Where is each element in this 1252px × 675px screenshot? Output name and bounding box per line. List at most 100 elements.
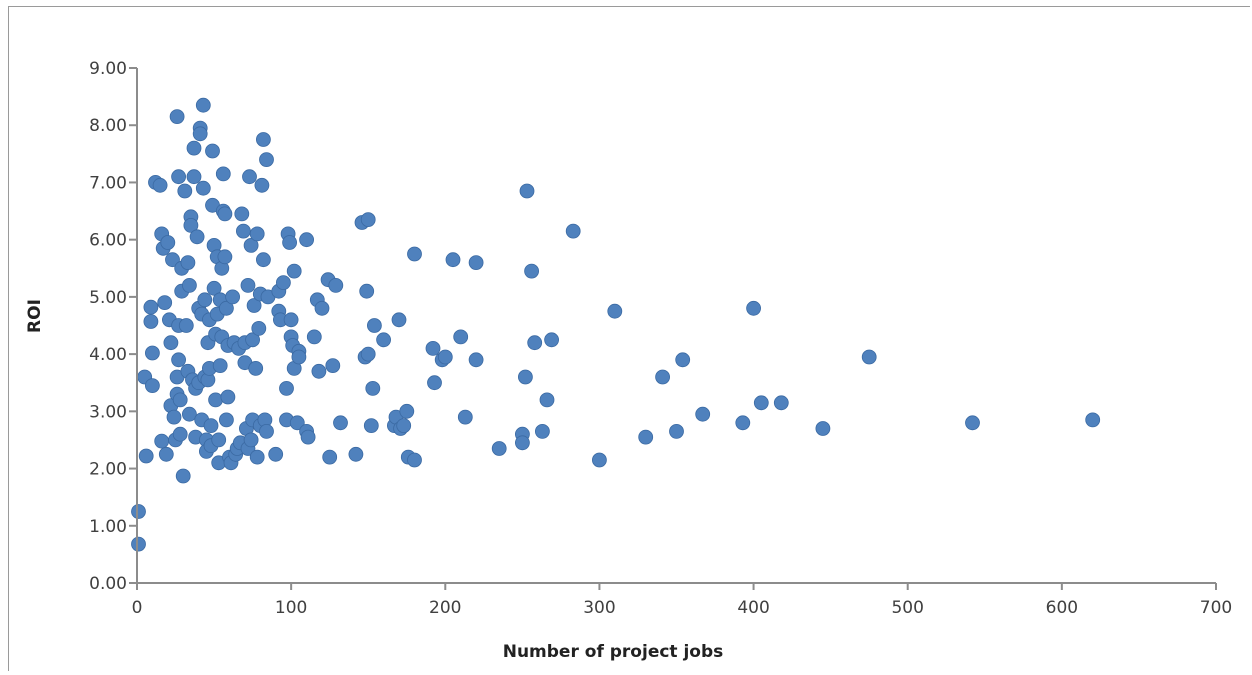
scatter-point bbox=[172, 426, 188, 442]
scatter-point bbox=[655, 369, 670, 385]
scatter-point bbox=[1085, 412, 1101, 428]
scatter-point bbox=[396, 418, 412, 434]
scatter-point bbox=[437, 349, 453, 365]
scatter-point bbox=[314, 300, 330, 316]
scatter-point bbox=[218, 412, 234, 428]
scatter-point bbox=[144, 345, 160, 361]
x-tick-label: 200 bbox=[429, 598, 461, 618]
scatter-point bbox=[360, 212, 376, 228]
scatter-point bbox=[515, 435, 530, 451]
x-tick-label: 100 bbox=[275, 598, 307, 618]
scatter-point bbox=[175, 468, 191, 484]
scatter-point bbox=[445, 252, 461, 268]
scatter-point bbox=[195, 180, 211, 196]
scatter-point bbox=[407, 452, 422, 468]
scatter-point bbox=[753, 395, 769, 411]
scatter-point bbox=[275, 275, 291, 291]
scatter-point bbox=[163, 335, 179, 351]
scatter-point bbox=[208, 392, 224, 408]
scatter-point bbox=[197, 292, 213, 308]
x-tick-label: 400 bbox=[737, 598, 769, 618]
scatter-point bbox=[325, 358, 341, 374]
scatter-point bbox=[539, 392, 555, 408]
scatter-point bbox=[217, 206, 233, 222]
scatter-point bbox=[365, 380, 381, 396]
x-axis-title: Number of project jobs bbox=[503, 642, 724, 662]
scatter-point bbox=[160, 235, 176, 250]
y-tick-label: 5.00 bbox=[89, 288, 127, 308]
scatter-point bbox=[254, 177, 270, 193]
scatter-point bbox=[189, 229, 205, 245]
scatter-point bbox=[524, 263, 539, 279]
scatter-point bbox=[289, 415, 305, 431]
scatter-point bbox=[399, 403, 415, 419]
x-tick-label: 300 bbox=[583, 598, 615, 618]
scatter-point bbox=[453, 329, 469, 345]
scatter-point bbox=[527, 335, 543, 351]
scatter-point bbox=[322, 449, 338, 465]
scatter-point bbox=[535, 423, 550, 439]
scatter-point bbox=[255, 252, 271, 268]
scatter-point bbox=[283, 312, 299, 328]
scatter-point bbox=[143, 314, 159, 329]
scatter-point bbox=[965, 415, 980, 431]
scatter-point bbox=[607, 303, 623, 319]
scatter-point bbox=[154, 433, 170, 449]
scatter-point bbox=[157, 295, 173, 311]
scatter-point bbox=[186, 169, 202, 185]
axes-layer bbox=[136, 68, 1216, 584]
y-tick-label: 3.00 bbox=[89, 402, 127, 422]
scatter-point bbox=[268, 446, 284, 462]
scatter-point bbox=[166, 409, 182, 425]
scatter-point bbox=[242, 169, 257, 185]
scatter-point bbox=[291, 349, 307, 365]
x-tick-label: 0 bbox=[132, 598, 143, 618]
scatter-point bbox=[211, 432, 227, 448]
scatter-point bbox=[206, 280, 222, 296]
scatter-point bbox=[158, 446, 174, 462]
y-tick-label: 7.00 bbox=[89, 173, 127, 193]
scatter-point bbox=[861, 349, 877, 365]
scatter-point bbox=[425, 340, 441, 356]
scatter-point bbox=[131, 504, 146, 519]
x-tick-label: 600 bbox=[1046, 598, 1078, 618]
scatter-point bbox=[333, 415, 348, 431]
scatter-point bbox=[773, 395, 789, 411]
chart-frame bbox=[8, 6, 1250, 671]
scatter-point bbox=[165, 252, 180, 268]
x-tick-label: 500 bbox=[891, 598, 923, 618]
scatter-point bbox=[138, 448, 154, 464]
y-axis-title: ROI bbox=[25, 299, 45, 333]
scatter-point bbox=[186, 140, 202, 156]
scatter-point bbox=[638, 429, 654, 445]
scatter-point bbox=[282, 235, 298, 250]
scatter-point bbox=[220, 389, 236, 405]
scatter-point bbox=[376, 332, 392, 348]
scatter-point bbox=[172, 392, 188, 408]
scatter-point bbox=[131, 536, 146, 552]
scatter-point bbox=[695, 406, 711, 422]
scatter-point bbox=[171, 169, 187, 185]
scatter-point bbox=[183, 217, 199, 233]
scatter-point bbox=[178, 318, 194, 333]
scatter-point bbox=[457, 409, 473, 425]
scatter-point bbox=[746, 300, 761, 316]
scatter-point bbox=[363, 418, 379, 434]
scatter-point bbox=[181, 406, 197, 422]
scatter-point bbox=[243, 237, 259, 253]
scatter-point bbox=[215, 166, 231, 182]
scatter-point bbox=[195, 97, 211, 113]
scatter-point bbox=[328, 277, 344, 293]
ticks-layer: 0 100 200 300 400 500 600 700 0.00 1.00 2.00 3.00 4.… bbox=[89, 59, 1232, 618]
scatter-point bbox=[217, 249, 233, 265]
scatter-point bbox=[177, 183, 193, 199]
y-tick-label: 4.00 bbox=[89, 345, 127, 365]
scatter-point bbox=[234, 206, 250, 222]
y-tick-label: 2.00 bbox=[89, 460, 127, 480]
scatter-point bbox=[735, 415, 751, 431]
scatter-point bbox=[279, 380, 294, 396]
scatter-point bbox=[360, 346, 376, 362]
scatter-point bbox=[407, 246, 422, 262]
scatter-point bbox=[544, 332, 559, 348]
scatter-point bbox=[143, 299, 159, 315]
